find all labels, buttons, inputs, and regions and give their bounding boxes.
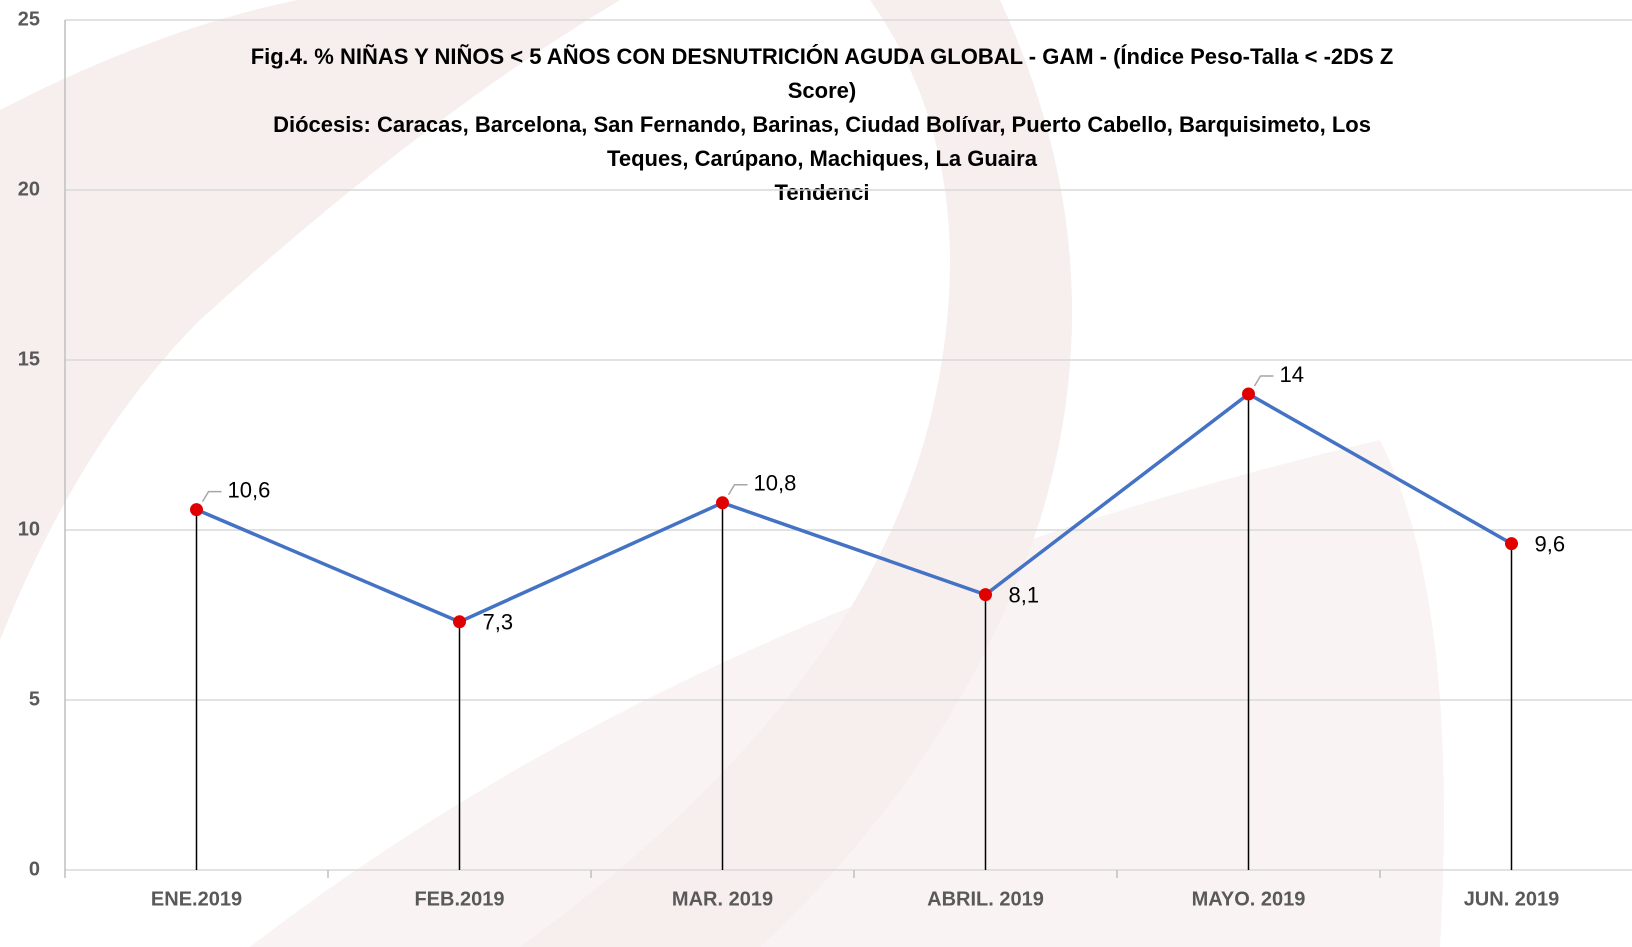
- data-point: [1242, 387, 1255, 401]
- x-tick-label: MAYO. 2019: [1192, 888, 1306, 910]
- y-tick-label: 0: [29, 858, 40, 880]
- background-decoration: [0, 0, 1444, 947]
- y-tick-label: 25: [18, 8, 40, 30]
- x-tick-label: FEB.2019: [414, 888, 504, 910]
- data-label: 9,6: [1535, 531, 1566, 556]
- x-tick-label: JUN. 2019: [1464, 888, 1560, 910]
- data-point: [1505, 537, 1518, 551]
- chart-title: Score): [788, 78, 856, 103]
- data-point: [453, 615, 466, 629]
- data-point: [716, 496, 729, 510]
- data-point: [979, 588, 992, 602]
- x-tick-label: ABRIL. 2019: [927, 888, 1044, 910]
- y-tick-label: 15: [18, 348, 40, 370]
- chart-title: Fig.4. % NIÑAS Y NIÑOS < 5 AÑOS CON DESN…: [251, 44, 1394, 69]
- chart-title: Tendenci: [775, 180, 870, 205]
- y-tick-label: 20: [18, 178, 40, 200]
- y-tick-label: 10: [18, 518, 40, 540]
- data-label: 8,1: [1009, 582, 1040, 607]
- x-tick-label: ENE.2019: [151, 888, 242, 910]
- label-leader: [201, 490, 222, 502]
- chart-title: Diócesis: Caracas, Barcelona, San Fernan…: [273, 112, 1371, 137]
- chart-title: Teques, Carúpano, Machiques, La Guaira: [607, 146, 1038, 171]
- label-leader: [727, 484, 748, 496]
- y-tick-label: 5: [29, 688, 40, 710]
- label-leader: [1253, 375, 1274, 387]
- data-label: 10,6: [228, 477, 271, 502]
- data-label: 10,8: [754, 471, 797, 496]
- data-label: 14: [1280, 362, 1304, 387]
- data-line: [195, 391, 1513, 624]
- data-label: 7,3: [483, 610, 514, 635]
- x-tick-label: MAR. 2019: [672, 888, 773, 910]
- data-point: [190, 503, 203, 517]
